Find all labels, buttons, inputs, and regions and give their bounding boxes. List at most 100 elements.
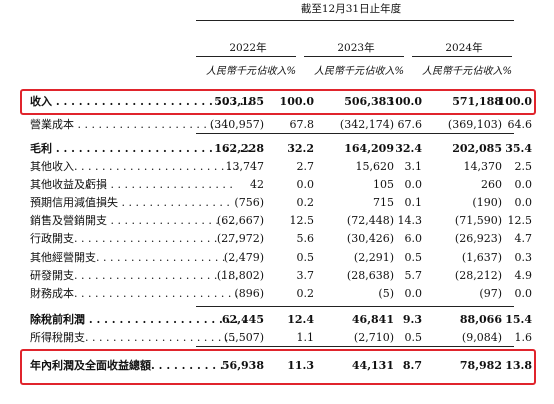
cell-amount-2022: (340,957) [209, 118, 264, 131]
period-header: 截至12月31日止年度 [300, 3, 402, 15]
unit-percent-2022: 佔收入% [256, 66, 296, 77]
cell-amount-2023: 44,131 [351, 359, 394, 372]
table-row: 收入 . . . . . . . . . . . . . . . . . . .… [24, 93, 536, 111]
cell-pct-2024: 64.6 [507, 118, 533, 131]
unit-amount-2024: 人民幣千元 [422, 66, 472, 77]
cell-amount-2024: (71,590) [454, 214, 502, 227]
cell-pct-2022: 2.7 [296, 160, 315, 173]
table-row: 行政開支. . . . . . . . . . . . . . . . . . … [24, 230, 536, 248]
table-row: 其他收益及虧損 . . . . . . . . . . . . . . . . … [24, 176, 536, 194]
table-row: 其他收入. . . . . . . . . . . . . . . . . . … [24, 158, 536, 176]
cell-pct-2024: 0.0 [514, 287, 533, 300]
row-label: 其他收入. . . . . . . . . . . . . . . . . . … [30, 160, 239, 173]
cell-pct-2022: 3.7 [296, 269, 315, 282]
cell-pct-2022: 1.1 [296, 331, 315, 344]
year-header-2022: 2022年 [229, 42, 267, 54]
cell-pct-2022: 12.5 [289, 214, 315, 227]
cell-amount-2024: (9,084) [461, 331, 502, 344]
cell-amount-2023: (2,291) [353, 251, 394, 264]
cell-pct-2023: 0.1 [404, 196, 423, 209]
cell-pct-2024: 0.0 [514, 196, 533, 209]
unit-percent-2023: 佔收入% [364, 66, 404, 77]
cell-amount-2022: 56,938 [221, 359, 264, 372]
cell-pct-2023: 0.5 [404, 331, 423, 344]
cell-pct-2024: 1.6 [514, 331, 533, 344]
cell-amount-2024: 78,982 [459, 359, 502, 372]
table-row: 銷售及營銷開支 . . . . . . . . . . . . . . . . … [24, 212, 536, 230]
cell-amount-2022: 503,185 [214, 95, 264, 108]
cell-pct-2023: 6.0 [404, 232, 423, 245]
cell-amount-2022: (18,802) [216, 269, 264, 282]
row-label: 行政開支. . . . . . . . . . . . . . . . . . … [30, 232, 239, 245]
cell-pct-2022: 0.2 [296, 196, 315, 209]
cell-pct-2024: 15.4 [505, 313, 532, 326]
table-row: 營業成本 . . . . . . . . . . . . . . . . . .… [24, 116, 536, 134]
cell-amount-2022: 162,228 [214, 142, 264, 155]
row-label: 其他收益及虧損 . . . . . . . . . . . . . . . . … [30, 178, 233, 191]
cell-amount-2023: 715 [373, 196, 394, 209]
cell-pct-2024: 2.5 [514, 160, 533, 173]
cell-amount-2024: 14,370 [463, 160, 503, 173]
cell-amount-2024: 88,066 [459, 313, 502, 326]
cell-pct-2024: 12.5 [507, 214, 533, 227]
cell-amount-2022: (2,479) [223, 251, 264, 264]
cell-pct-2022: 32.2 [287, 142, 314, 155]
table-row: 所得稅開支. . . . . . . . . . . . . . . . . .… [24, 329, 536, 347]
cell-amount-2022: 62,445 [221, 313, 264, 326]
cell-pct-2024: 100.0 [497, 95, 532, 108]
table-row: 除稅前利潤 . . . . . . . . . . . . . . . . . … [24, 311, 536, 329]
cell-pct-2024: 4.7 [514, 232, 533, 245]
year-header-2024: 2024年 [445, 42, 483, 54]
table-row: 財務成本. . . . . . . . . . . . . . . . . . … [24, 285, 536, 303]
unit-amount-2023: 人民幣千元 [314, 66, 364, 77]
table-row: 年內利潤及全面收益總額. . . . . . . . . . 56,938 11.3… [24, 357, 536, 375]
cell-amount-2022: (896) [234, 287, 264, 300]
cell-pct-2023: 32.4 [395, 142, 422, 155]
cell-amount-2022: 42 [250, 178, 264, 191]
cell-pct-2022: 100.0 [279, 95, 314, 108]
row-label: 預期信用減值損失 . . . . . . . . . . . . . . . . [30, 196, 230, 209]
cell-pct-2023: 9.3 [402, 313, 422, 326]
profit-highlight-box [20, 349, 536, 385]
cell-pct-2023: 3.1 [404, 160, 423, 173]
cell-pct-2022: 0.2 [296, 287, 315, 300]
row-label: 研發開支. . . . . . . . . . . . . . . . . . … [30, 269, 239, 282]
cell-amount-2023: 164,209 [344, 142, 394, 155]
cell-pct-2024: 0.3 [514, 251, 533, 264]
row-label: 營業成本 . . . . . . . . . . . . . . . . . .… [30, 118, 228, 131]
cell-pct-2022: 5.6 [296, 232, 315, 245]
year-rule-2024 [412, 56, 512, 57]
table-row: 預期信用減值損失 . . . . . . . . . . . . . . . .… [24, 194, 536, 212]
cell-amount-2023: (342,174) [339, 118, 394, 131]
cell-amount-2023: 15,620 [355, 160, 395, 173]
cell-pct-2024: 13.8 [505, 359, 532, 372]
cell-pct-2022: 12.4 [287, 313, 314, 326]
cell-amount-2024: 571,188 [452, 95, 502, 108]
year-rule-2022 [196, 56, 296, 57]
cell-pct-2023: 100.0 [387, 95, 422, 108]
rule-after-tax [196, 346, 514, 347]
cell-pct-2023: 67.6 [397, 118, 423, 131]
row-label: 毛利 . . . . . . . . . . . . . . . . . . .… [30, 142, 252, 155]
unit-amount-2022: 人民幣千元 [206, 66, 256, 77]
table-row: 研發開支. . . . . . . . . . . . . . . . . . … [24, 267, 536, 285]
table-row: 毛利 . . . . . . . . . . . . . . . . . . .… [24, 140, 536, 158]
cell-pct-2023: 14.3 [397, 214, 423, 227]
row-label: 所得稅開支. . . . . . . . . . . . . . . . . .… [30, 331, 236, 344]
cell-amount-2023: (2,710) [353, 331, 394, 344]
year-rule-2023 [304, 56, 404, 57]
cell-pct-2023: 0.0 [404, 287, 423, 300]
cell-pct-2023: 0.5 [404, 251, 423, 264]
cell-amount-2024: (26,923) [454, 232, 502, 245]
cell-amount-2024: (369,103) [447, 118, 502, 131]
row-label: 銷售及營銷開支 . . . . . . . . . . . . . . . . … [30, 214, 233, 227]
row-label: 其他經營開支. . . . . . . . . . . . . . . . . … [30, 251, 233, 264]
cell-amount-2023: (72,448) [346, 214, 394, 227]
cell-amount-2023: 105 [373, 178, 394, 191]
cell-pct-2022: 67.8 [289, 118, 315, 131]
cell-amount-2022: 13,747 [225, 160, 265, 173]
row-label: 收入 . . . . . . . . . . . . . . . . . . .… [30, 95, 252, 108]
cell-pct-2024: 4.9 [514, 269, 533, 282]
cell-amount-2024: 202,085 [452, 142, 502, 155]
